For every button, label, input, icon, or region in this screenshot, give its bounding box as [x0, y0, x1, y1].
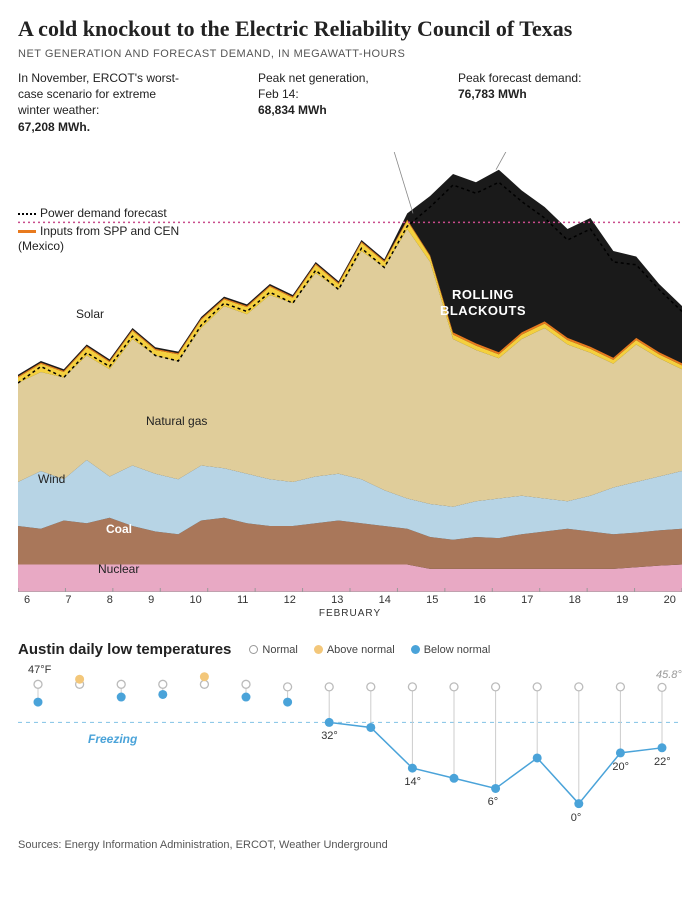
temp-section: Austin daily low temperatures Normal Abo… — [18, 641, 682, 824]
temp-legend-above: Above normal — [327, 644, 395, 656]
temp-value-label: 45.8° — [656, 669, 682, 681]
chart-title: A cold knockout to the Electric Reliabil… — [18, 16, 682, 42]
label-wind: Wind — [38, 472, 65, 486]
annotation-row: In November, ERCOT's worst-case scenario… — [18, 70, 682, 148]
temp-header: Austin daily low temperatures Normal Abo… — [18, 641, 682, 658]
label-coal: Coal — [106, 522, 132, 536]
temp-value-label: 0° — [571, 812, 582, 824]
x-tick: 12 — [284, 594, 296, 606]
anno-text: Peak net generation, Feb 14: — [258, 71, 369, 101]
temp-value-label: 6° — [488, 796, 499, 808]
x-tick: 11 — [237, 594, 248, 606]
label-blackouts: ROLLING BLACKOUTS — [433, 287, 533, 318]
dash-swatch-icon — [18, 213, 36, 215]
anno-peak-demand: Peak forecast demand: 76,783 MWh — [458, 70, 618, 102]
freezing-label: Freezing — [88, 732, 137, 746]
x-tick: 18 — [569, 594, 581, 606]
sources: Sources: Energy Information Administrati… — [18, 838, 682, 852]
temp-legend-below: Below normal — [424, 644, 491, 656]
temp-value-label: 47°F — [28, 664, 51, 676]
circle-below-icon — [411, 645, 420, 654]
x-tick: 6 — [24, 594, 30, 606]
x-tick: 19 — [616, 594, 628, 606]
anno-value: 67,208 MWh. — [18, 120, 90, 134]
line-swatch-icon — [18, 230, 36, 233]
anno-value: 68,834 MWh — [258, 103, 327, 117]
circle-above-icon — [314, 645, 323, 654]
main-chart: Power demand forecast Inputs from SPP an… — [18, 152, 682, 592]
x-tick: 17 — [521, 594, 533, 606]
anno-text: In November, ERCOT's worst-case scenario… — [18, 71, 179, 117]
x-tick: 9 — [148, 594, 154, 606]
x-axis-month: FEBRUARY — [18, 608, 682, 619]
anno-value: 76,783 MWh — [458, 87, 527, 101]
x-tick: 13 — [331, 594, 343, 606]
legend-forecast-imports: Power demand forecast Inputs from SPP an… — [18, 206, 188, 255]
anno-text: Peak forecast demand: — [458, 71, 581, 85]
temp-chart: Freezing 47°F 45.8° 32° 14° 6° 0° 20° 22° — [18, 664, 682, 824]
x-tick: 10 — [190, 594, 202, 606]
temp-value-label: 20° — [612, 761, 629, 773]
legend-imports-label: Inputs from SPP and CEN (Mexico) — [18, 224, 179, 254]
label-nuclear: Nuclear — [98, 562, 139, 576]
x-tick: 7 — [65, 594, 71, 606]
x-tick: 16 — [474, 594, 486, 606]
temp-legend: Normal Above normal Below normal — [249, 644, 490, 656]
x-tick: 15 — [426, 594, 438, 606]
temp-title: Austin daily low temperatures — [18, 641, 231, 658]
temp-value-label: 32° — [321, 730, 338, 742]
x-axis-ticks: 6 7 8 9 10 11 12 13 14 15 16 17 18 19 20 — [18, 594, 682, 606]
label-natgas: Natural gas — [146, 414, 207, 428]
legend-forecast-label: Power demand forecast — [40, 206, 167, 220]
x-tick: 20 — [664, 594, 676, 606]
anno-peak-gen: Peak net generation, Feb 14: 68,834 MWh — [258, 70, 388, 119]
x-tick: 8 — [107, 594, 113, 606]
temp-value-label: 14° — [404, 776, 421, 788]
anno-worst-case: In November, ERCOT's worst-case scenario… — [18, 70, 188, 135]
label-solar: Solar — [76, 307, 104, 321]
circle-normal-icon — [249, 645, 258, 654]
temp-value-label: 22° — [654, 756, 671, 768]
x-tick: 14 — [379, 594, 391, 606]
temp-legend-normal: Normal — [262, 644, 297, 656]
chart-subtitle: NET GENERATION AND FORECAST DEMAND, IN M… — [18, 48, 682, 60]
